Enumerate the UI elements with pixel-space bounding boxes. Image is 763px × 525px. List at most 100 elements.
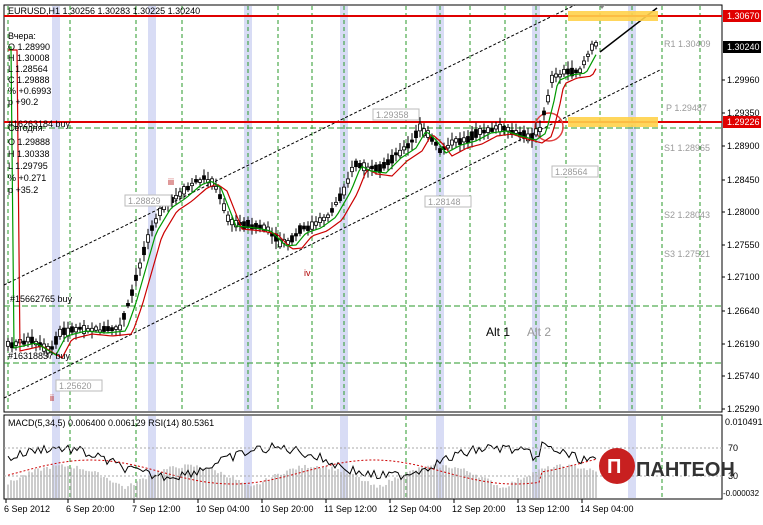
current-price-text: 1.30240 [727, 42, 760, 52]
candle-body [546, 95, 550, 103]
candle-body [58, 328, 62, 337]
level-box-5-text: 1.25620 [59, 381, 92, 391]
candle-body [154, 218, 158, 224]
time-axis-label: 11 Sep 12:00 [324, 504, 377, 514]
candle-body [218, 194, 222, 200]
candle-body [134, 274, 138, 281]
candle-body [418, 123, 422, 132]
candle-body [74, 327, 78, 333]
candle-body [350, 166, 354, 173]
candle-body [102, 326, 106, 332]
pivot-labels: R1 1.30409 P 1.29487 S1 1.28965 S2 1.280… [664, 39, 711, 259]
price-badges: 1.30670 1.30240 1.29226 [723, 10, 761, 128]
candlestick-series [6, 40, 598, 358]
level-box-1 [124, 194, 172, 207]
candle-body [230, 219, 234, 226]
candle-body [142, 246, 146, 256]
session-band [244, 6, 252, 411]
current-price-badge [723, 41, 761, 53]
candle-body [538, 127, 542, 132]
resistance-price-badge [723, 10, 761, 22]
candle-body [298, 225, 302, 234]
horizontal-grid [4, 127, 722, 364]
candle-body [270, 233, 274, 237]
candle-body [566, 68, 570, 75]
candle-body [82, 325, 86, 334]
candle-body [562, 69, 566, 75]
candle-body [578, 68, 582, 74]
candle-body [506, 126, 510, 132]
logo-text: ПАНТЕОН [636, 459, 735, 481]
moving-average-red [8, 49, 597, 359]
order-label-3[interactable]: #16318837 buy [8, 351, 71, 361]
breakout-circle-marker[interactable] [534, 112, 564, 142]
candle-body [190, 182, 194, 187]
logo-glyph: П [607, 456, 621, 478]
wave-label-iii: iii [168, 177, 174, 187]
candle-body [574, 69, 578, 74]
support-highlight-zone [568, 117, 658, 127]
candle-body [330, 208, 334, 213]
candle-body [550, 74, 554, 83]
price-scale-label: 1.28900 [727, 141, 760, 151]
time-axis[interactable]: 6 Sep 2012 6 Sep 20:00 7 Sep 12:00 10 Sep 0… [4, 499, 634, 514]
yesterday-low: L 1.28564 [8, 64, 48, 74]
candle-body [310, 221, 314, 230]
price-scale-label: 1.25290 [727, 404, 760, 414]
session-band-lower [340, 416, 348, 498]
channel-upper-line[interactable] [3, 4, 576, 286]
candle-body [314, 221, 318, 226]
price-scale[interactable]: 1.29960 1.29350 1.28900 1.28450 1.28000 1.275… [722, 75, 760, 414]
symbol-header: EURUSD,H1 1.30256 1.30283 1.30225 1.3024… [8, 6, 200, 16]
candle-body [126, 303, 130, 307]
candle-body [226, 214, 230, 222]
price-scale-label: 1.28450 [727, 175, 760, 185]
order-label-2[interactable]: #15662765 buy [10, 294, 73, 304]
candle-body [222, 203, 226, 211]
candle-body [470, 131, 474, 141]
candle-body [318, 217, 322, 223]
pivot-p: P 1.29487 [666, 103, 707, 113]
yesterday-open: O 1.28990 [8, 42, 50, 52]
candle-body [406, 143, 410, 149]
macd-header: MACD(5,34,5) 0.006400 0.006129 RSI(14) 8… [8, 418, 214, 428]
support-price-text: 1.29226 [727, 117, 760, 127]
time-axis-label: 14 Sep 04:00 [580, 504, 634, 514]
candle-body [10, 342, 14, 349]
candle-body [434, 141, 438, 146]
yesterday-change-pct: % +0.6993 [8, 86, 51, 96]
time-axis-label: 10 Sep 04:00 [196, 504, 250, 514]
candle-body [490, 128, 494, 132]
pivot-s1: S1 1.28965 [664, 143, 710, 153]
candle-body [358, 163, 362, 169]
channel-lower-line[interactable] [3, 69, 661, 399]
time-axis-label: 7 Sep 12:00 [132, 504, 181, 514]
yesterday-high: H 1.30008 [8, 53, 50, 63]
price-scale-label: 1.27550 [727, 240, 760, 250]
candle-body [570, 67, 574, 77]
candle-body [186, 185, 190, 191]
time-axis-label: 12 Sep 20:00 [452, 504, 506, 514]
session-bands [52, 6, 636, 498]
order-label-1[interactable]: #16263184 buy [8, 119, 71, 129]
price-level-boxes: 1.28829 1.29358 1.28148 1.28564 1.25620 [55, 108, 599, 392]
candle-body [586, 53, 590, 57]
candle-body [458, 138, 462, 145]
yesterday-close: C 1.29888 [8, 75, 50, 85]
macd-histogram [7, 464, 597, 498]
current-bar-marker [599, 5, 605, 9]
pivot-s2: S2 1.28043 [664, 210, 710, 220]
logo-emblem [599, 448, 635, 484]
candle-body [146, 234, 150, 243]
candle-body [402, 146, 406, 151]
alt-label-1: Alt 1 [486, 325, 510, 339]
candle-body [302, 225, 306, 230]
session-band-lower [52, 416, 60, 498]
price-scale-label: 1.27100 [727, 272, 760, 282]
candle-body [514, 130, 518, 134]
candle-body [294, 233, 298, 237]
candle-body [478, 128, 482, 135]
candle-body [106, 326, 110, 332]
